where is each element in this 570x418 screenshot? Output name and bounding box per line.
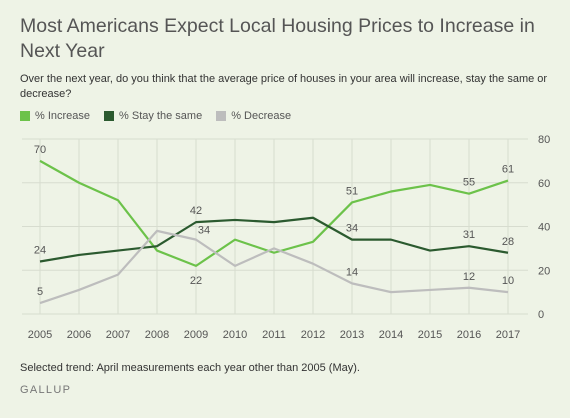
data-label: 42 [190, 205, 202, 217]
y-tick-label: 20 [538, 265, 550, 277]
x-tick-label: 2015 [418, 329, 442, 341]
legend-label-increase: % Increase [35, 110, 91, 122]
gallup-brand: GALLUP [20, 384, 72, 396]
data-label: 5 [37, 286, 43, 298]
grid-lines [22, 138, 528, 315]
data-label: 61 [502, 164, 514, 176]
y-tick-label: 60 [538, 178, 550, 190]
x-tick-label: 2017 [496, 329, 520, 341]
data-label: 70 [34, 144, 46, 156]
x-tick-label: 2006 [67, 329, 91, 341]
legend-swatch-decrease [216, 111, 227, 121]
series-line-1 [39, 216, 509, 263]
chart-title: Most Americans Expect Local Housing Pric… [20, 15, 535, 62]
legend-swatch-stay-the-same [104, 111, 115, 121]
x-tick-label: 2007 [106, 329, 130, 341]
series-line-0 [39, 159, 509, 267]
data-label: 51 [346, 185, 358, 197]
legend-item-stay-the-same: % Stay the same [104, 110, 202, 122]
y-tick-label: 0 [538, 309, 544, 321]
data-label: 22 [190, 275, 202, 287]
legend: % Increase % Stay the same % Decrease [20, 110, 291, 122]
legend-label-decrease: % Decrease [231, 110, 292, 122]
x-tick-label: 2013 [340, 329, 364, 341]
series-line-2 [39, 229, 509, 305]
data-label: 31 [463, 229, 475, 241]
x-tick-label: 2011 [262, 329, 286, 341]
y-axis: 0 20 40 60 80 [538, 134, 550, 321]
chart-subtitle: Over the next year, do you think that th… [20, 73, 548, 100]
y-tick-label: 80 [538, 134, 550, 146]
x-tick-label: 2005 [28, 329, 52, 341]
data-label: 10 [502, 275, 514, 287]
data-label: 55 [463, 177, 475, 189]
y-tick-label: 40 [538, 222, 550, 234]
data-label: 28 [502, 236, 514, 248]
x-tick-label: 2010 [223, 329, 247, 341]
x-tick-label: 2014 [379, 329, 403, 341]
legend-label-stay-the-same: % Stay the same [119, 110, 203, 122]
data-label: 34 [198, 225, 210, 237]
x-tick-label: 2016 [457, 329, 481, 341]
data-label: 14 [346, 266, 358, 278]
footnote: Selected trend: April measurements each … [20, 362, 360, 374]
x-tick-label: 2008 [145, 329, 169, 341]
data-label: 12 [463, 271, 475, 283]
legend-item-decrease: % Decrease [216, 110, 291, 122]
data-label: 34 [346, 223, 358, 235]
series-lines [39, 159, 509, 305]
x-tick-label: 2009 [184, 329, 208, 341]
data-label: 24 [34, 245, 46, 257]
legend-swatch-increase [20, 111, 30, 121]
legend-item-increase: % Increase [20, 110, 90, 122]
x-axis: 2005 2006 2007 2008 2009 2010 2011 2012 2013 2014… [28, 329, 520, 341]
x-tick-label: 2012 [301, 329, 325, 341]
data-labels: 70 22 51 55 61 24 42 34 31 28 5 34 14 12 10 [34, 144, 514, 298]
